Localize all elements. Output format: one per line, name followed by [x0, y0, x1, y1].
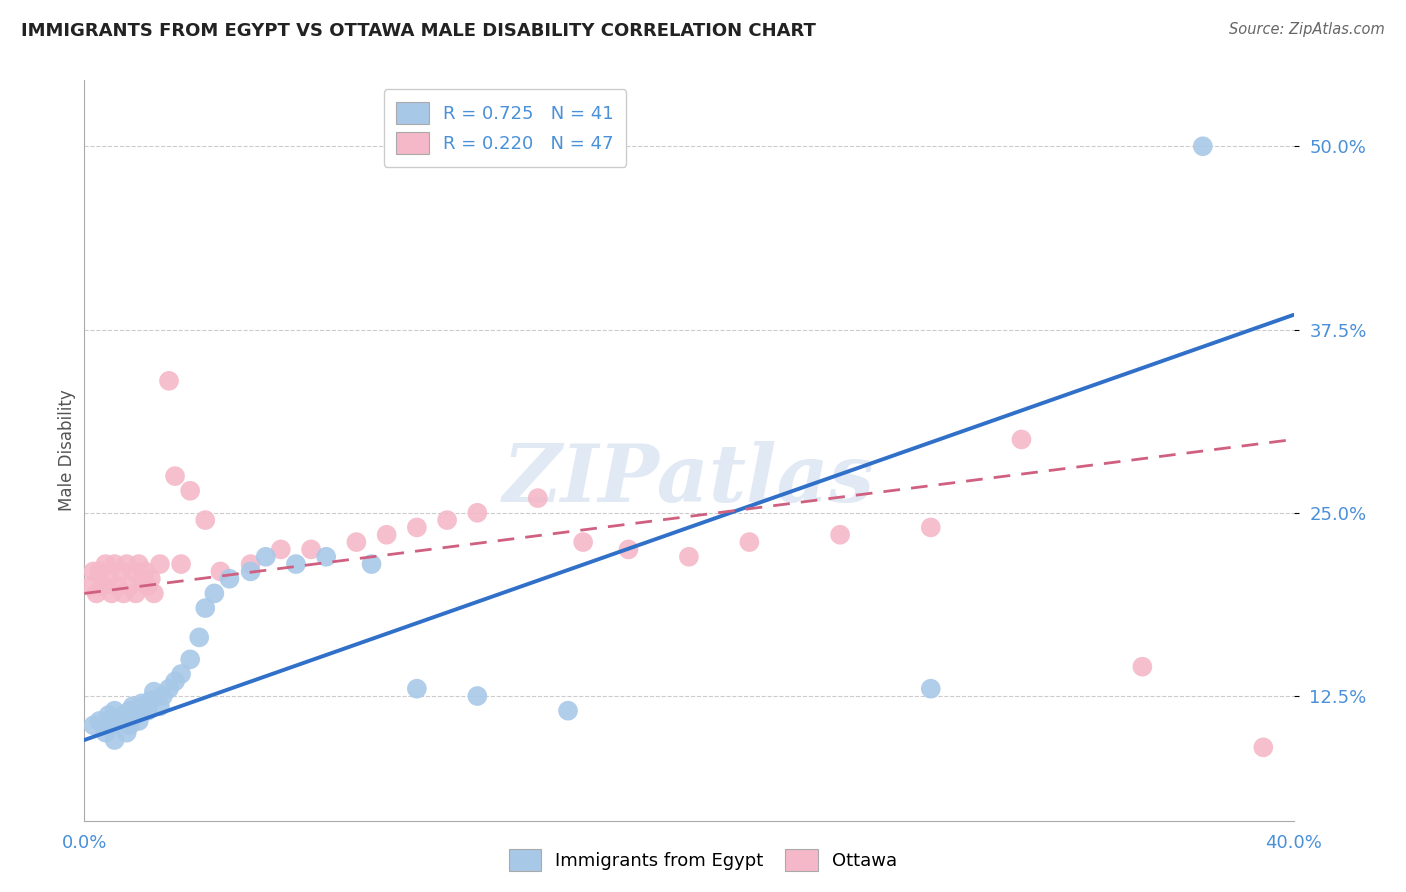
- Point: [97, 572, 120, 586]
- Point: [136, 579, 159, 593]
- Point: [131, 697, 153, 711]
- Point: [165, 674, 187, 689]
- Point: [112, 586, 135, 600]
- Point: [152, 689, 174, 703]
- Point: [139, 693, 162, 707]
- Point: [406, 681, 429, 696]
- Point: [678, 549, 700, 564]
- Point: [149, 699, 172, 714]
- Text: Source: ZipAtlas.com: Source: ZipAtlas.com: [1229, 22, 1385, 37]
- Point: [142, 684, 165, 698]
- Point: [179, 483, 201, 498]
- Point: [142, 586, 165, 600]
- Point: [406, 520, 429, 534]
- Point: [121, 699, 143, 714]
- Point: [128, 557, 150, 571]
- Point: [1192, 139, 1215, 153]
- Point: [125, 708, 148, 723]
- Point: [285, 557, 308, 571]
- Point: [218, 572, 240, 586]
- Point: [270, 542, 292, 557]
- Point: [134, 699, 156, 714]
- Point: [82, 718, 104, 732]
- Point: [112, 708, 135, 723]
- Point: [194, 601, 217, 615]
- Point: [100, 586, 122, 600]
- Point: [118, 579, 141, 593]
- Point: [179, 652, 201, 666]
- Point: [194, 513, 217, 527]
- Point: [134, 565, 156, 579]
- Point: [94, 557, 117, 571]
- Point: [89, 565, 111, 579]
- Point: [188, 631, 211, 645]
- Point: [299, 542, 322, 557]
- Point: [436, 513, 458, 527]
- Point: [82, 565, 104, 579]
- Point: [254, 549, 277, 564]
- Point: [572, 535, 595, 549]
- Point: [91, 579, 114, 593]
- Point: [100, 718, 122, 732]
- Point: [110, 565, 132, 579]
- Point: [170, 557, 193, 571]
- Point: [527, 491, 550, 505]
- Point: [121, 565, 143, 579]
- Point: [79, 579, 101, 593]
- Text: IMMIGRANTS FROM EGYPT VS OTTAWA MALE DISABILITY CORRELATION CHART: IMMIGRANTS FROM EGYPT VS OTTAWA MALE DIS…: [21, 22, 815, 40]
- Point: [165, 469, 187, 483]
- Point: [149, 557, 172, 571]
- Text: ZIPatlas: ZIPatlas: [503, 442, 875, 519]
- Point: [128, 714, 150, 728]
- Y-axis label: Male Disability: Male Disability: [58, 390, 76, 511]
- Point: [94, 725, 117, 739]
- Point: [209, 565, 232, 579]
- Legend: Immigrants from Egypt, Ottawa: Immigrants from Egypt, Ottawa: [502, 842, 904, 879]
- Point: [157, 374, 180, 388]
- Point: [315, 549, 337, 564]
- Point: [107, 711, 129, 725]
- Point: [104, 557, 127, 571]
- Legend: R = 0.725   N = 41, R = 0.220   N = 47: R = 0.725 N = 41, R = 0.220 N = 47: [384, 89, 627, 167]
- Point: [360, 557, 382, 571]
- Point: [86, 586, 108, 600]
- Point: [118, 704, 141, 718]
- Point: [97, 708, 120, 723]
- Point: [104, 733, 127, 747]
- Point: [346, 535, 368, 549]
- Point: [920, 681, 942, 696]
- Point: [115, 725, 138, 739]
- Point: [375, 528, 398, 542]
- Point: [1130, 659, 1153, 673]
- Point: [738, 535, 761, 549]
- Point: [118, 718, 141, 732]
- Point: [239, 557, 262, 571]
- Point: [136, 704, 159, 718]
- Point: [1253, 740, 1275, 755]
- Point: [104, 704, 127, 718]
- Point: [557, 704, 579, 718]
- Point: [617, 542, 640, 557]
- Point: [139, 572, 162, 586]
- Point: [125, 586, 148, 600]
- Point: [107, 579, 129, 593]
- Point: [830, 528, 852, 542]
- Point: [131, 572, 153, 586]
- Point: [239, 565, 262, 579]
- Point: [467, 689, 489, 703]
- Point: [110, 714, 132, 728]
- Point: [170, 667, 193, 681]
- Point: [920, 520, 942, 534]
- Point: [202, 586, 225, 600]
- Point: [89, 714, 111, 728]
- Point: [115, 557, 138, 571]
- Point: [157, 681, 180, 696]
- Point: [1011, 433, 1033, 447]
- Point: [467, 506, 489, 520]
